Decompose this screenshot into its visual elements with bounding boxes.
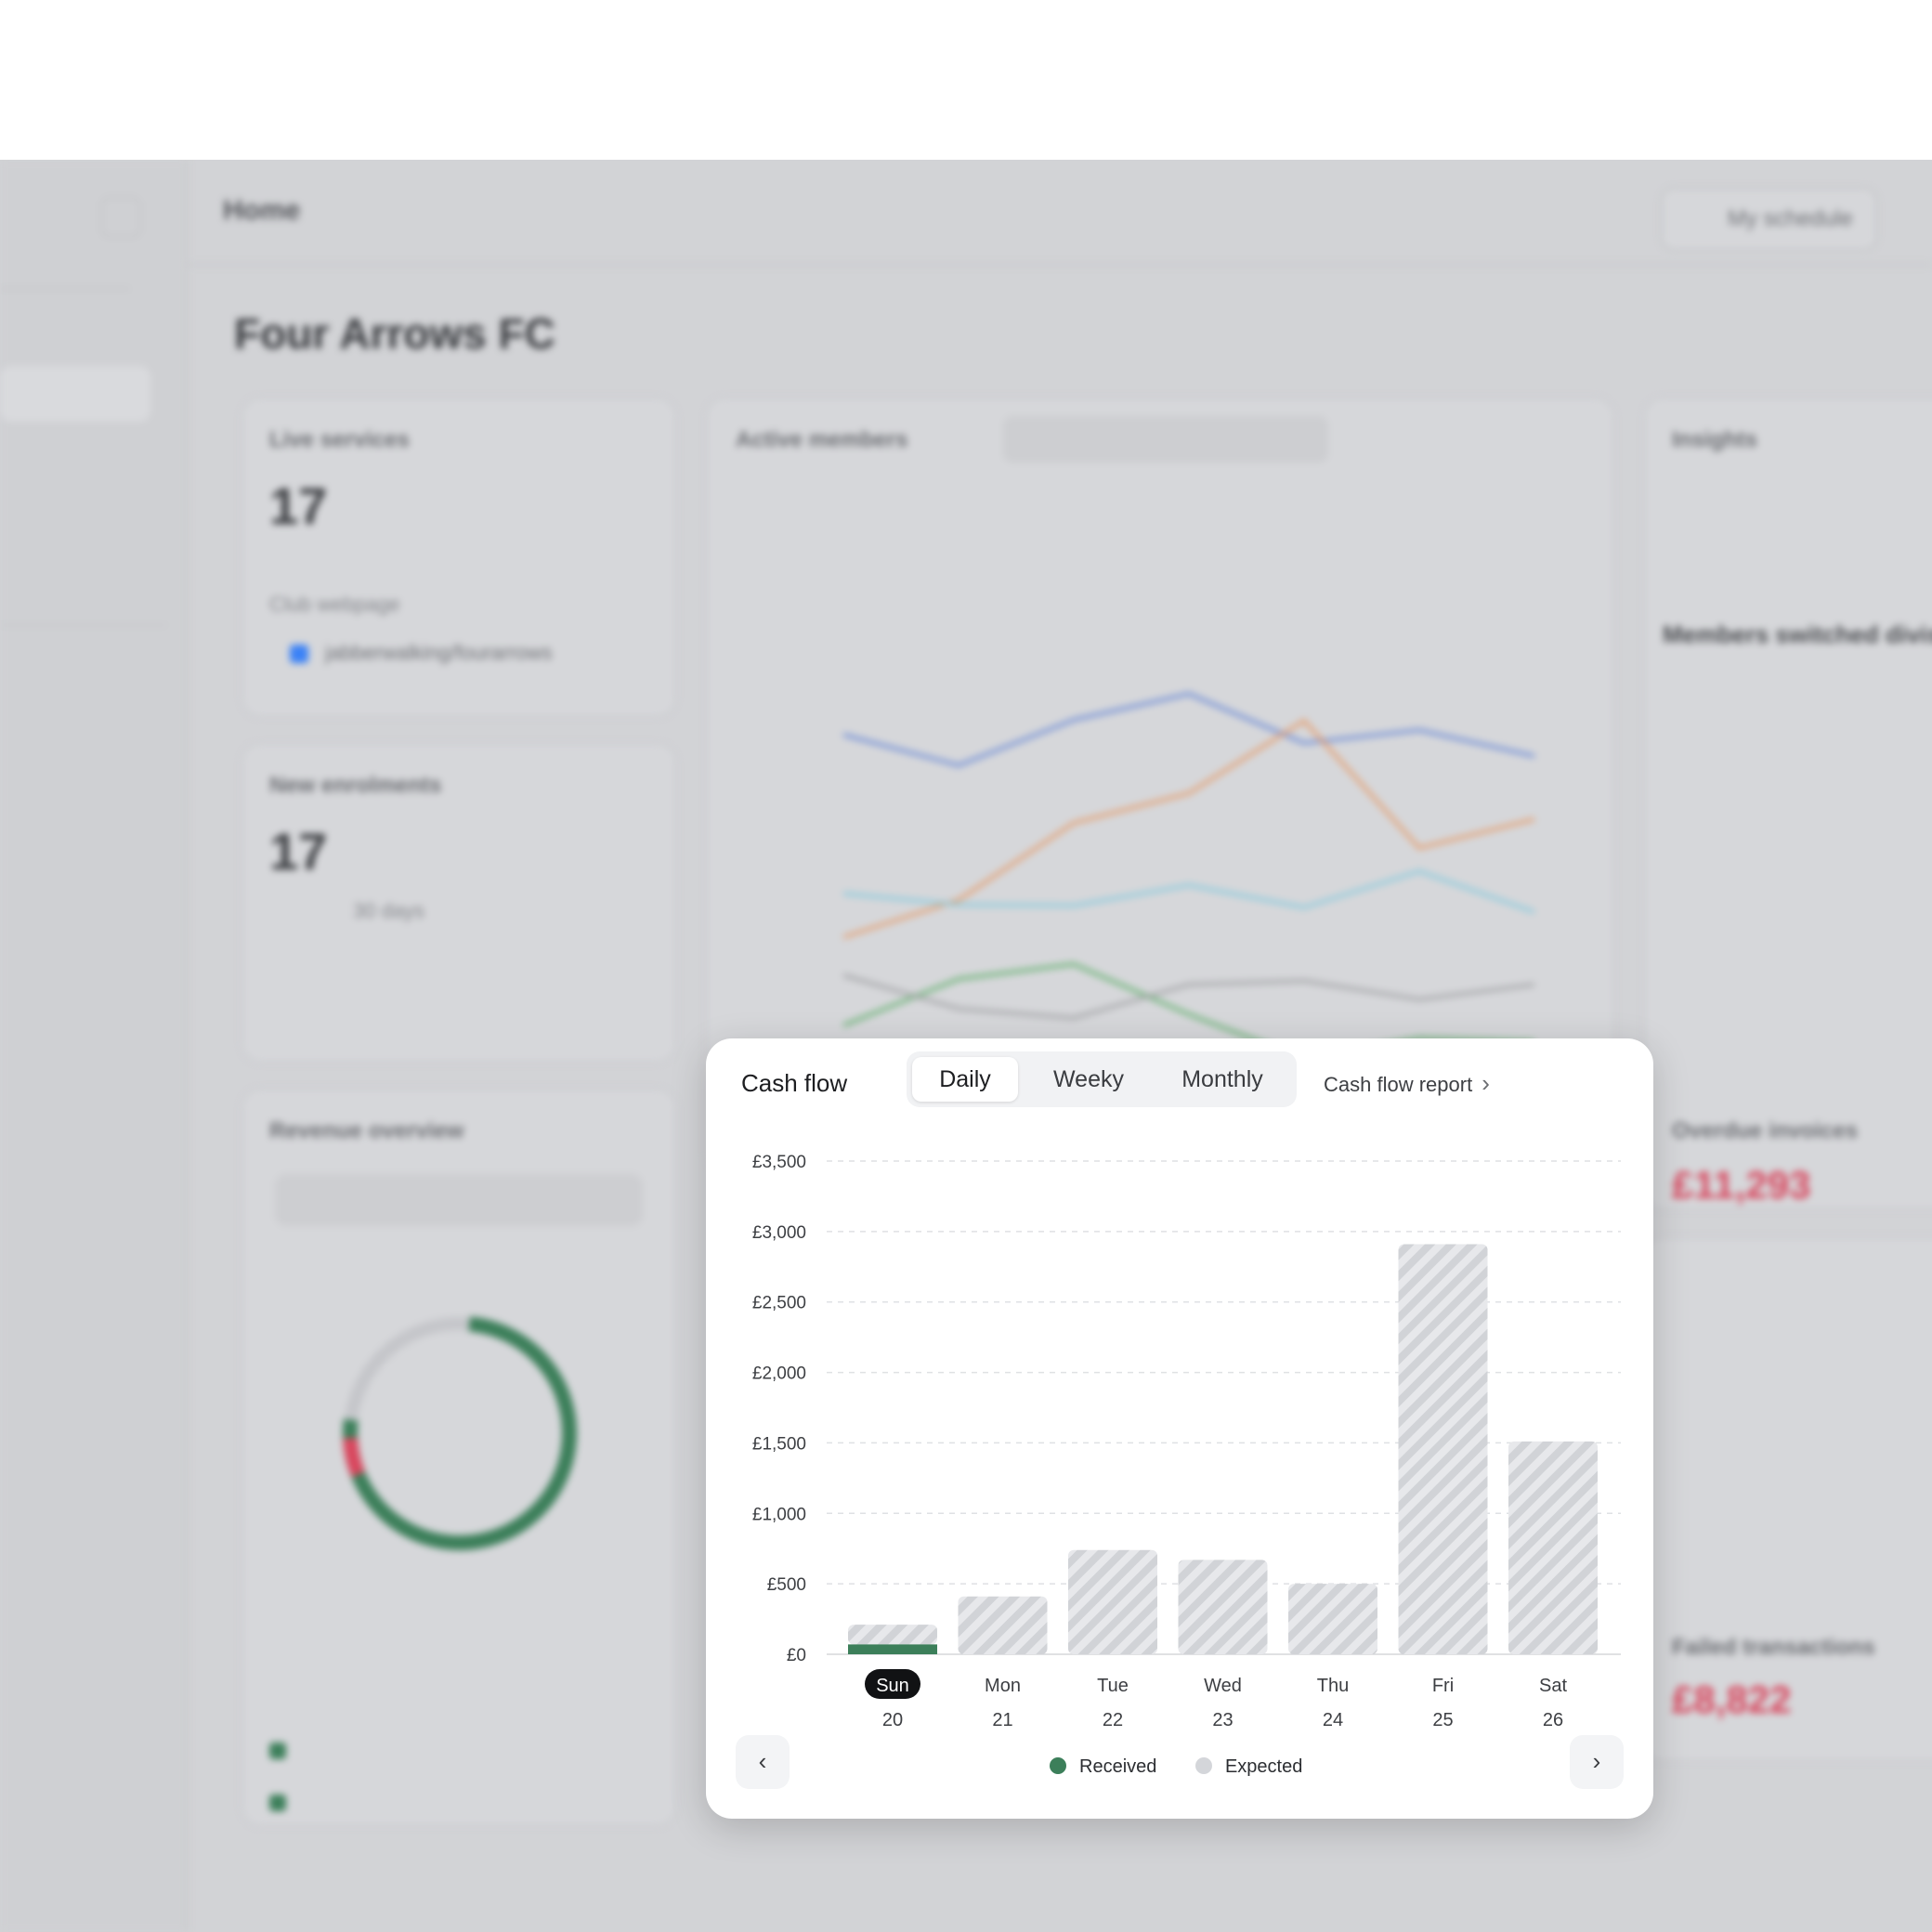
x-weekday-label[interactable]: Sun: [876, 1676, 909, 1696]
chevron-right-icon: ›: [1592, 1747, 1601, 1775]
legend-label-received: Received: [1079, 1756, 1157, 1777]
legend-dot: [269, 1743, 286, 1759]
cash-flow-report-link[interactable]: Cash flow report ›: [1324, 1064, 1490, 1103]
new-enrolments-card: [242, 743, 676, 1063]
x-date-label: 25: [1432, 1710, 1453, 1730]
x-date-label: 23: [1212, 1710, 1233, 1730]
x-date-label: 26: [1543, 1710, 1563, 1730]
x-weekday-label[interactable]: Tue: [1097, 1676, 1129, 1696]
selected-day-highlight: [865, 1669, 920, 1699]
cash-flow-title: Cash flow: [741, 1069, 848, 1097]
x-date-label: 20: [882, 1710, 903, 1730]
live-services-card: [242, 398, 676, 717]
overdue-invoices-title: Overdue invoices: [1672, 1118, 1859, 1143]
y-tick-label: £3,000: [752, 1223, 806, 1243]
page-title: Four Arrows FC: [234, 309, 555, 358]
sidebar-search[interactable]: [0, 288, 130, 290]
x-date-label: 22: [1103, 1710, 1123, 1730]
bar-expected[interactable]: [958, 1596, 1048, 1654]
legend-received: Received: [1050, 1756, 1156, 1778]
failed-transactions-value: £8,822: [1672, 1677, 1792, 1721]
breadcrumb: Home: [223, 195, 301, 226]
revenue-donut: [342, 1316, 577, 1550]
y-tick-label: £2,500: [752, 1294, 806, 1313]
y-tick-label: £0: [787, 1646, 806, 1665]
legend-expected: Expected: [1194, 1756, 1303, 1778]
bar-expected[interactable]: [1398, 1244, 1488, 1654]
live-services-value: 17: [269, 476, 328, 535]
tab-daily[interactable]: Daily: [912, 1057, 1018, 1102]
insights-title: Insights: [1672, 427, 1758, 452]
cash-flow-card: Cash flow Daily Weeky Monthly Cash flow …: [706, 1038, 1653, 1819]
legend-dot-received: [1050, 1757, 1066, 1774]
y-tick-label: £3,500: [752, 1153, 806, 1172]
chevron-left-icon: ‹: [758, 1747, 767, 1775]
period-select[interactable]: 30 days: [353, 899, 425, 922]
cash-flow-report-label: Cash flow report: [1324, 1073, 1473, 1096]
new-enrolments-value: 17: [269, 822, 328, 881]
legend-dot: [269, 1795, 286, 1811]
x-weekday-label[interactable]: Sat: [1539, 1676, 1567, 1696]
division-filter[interactable]: [1003, 416, 1328, 463]
chevron-right-icon: ›: [1482, 1069, 1490, 1097]
bar-expected[interactable]: [1068, 1549, 1157, 1654]
chart-legend: Received Expected: [1050, 1756, 1336, 1788]
club-webpage-link[interactable]: jabberwalking/fourarrows: [325, 641, 553, 664]
insights-card: [1644, 398, 1932, 1209]
tab-weekly[interactable]: Weeky: [1053, 1066, 1124, 1092]
chart-labels: £0 £500 £1,000 £1,500 £2,000 £2,500 £3,000 £3,5…: [752, 1153, 1568, 1730]
revenue-overview-title: Revenue overview: [269, 1118, 464, 1143]
previous-week-button[interactable]: ‹: [736, 1735, 790, 1789]
y-tick-label: £500: [767, 1575, 806, 1595]
x-date-label: 21: [992, 1710, 1012, 1730]
legend-label-expected: Expected: [1224, 1756, 1303, 1777]
failed-transactions-title: Failed transactions: [1672, 1635, 1875, 1660]
chart-bars: [848, 1244, 1598, 1654]
bar-expected[interactable]: [1288, 1584, 1377, 1654]
sidebar-item-active[interactable]: [0, 366, 150, 422]
bar-expected[interactable]: [1178, 1560, 1268, 1654]
top-bar: [186, 160, 1932, 266]
legend-dot-expected: [1194, 1757, 1212, 1774]
new-enrolments-title: New enrolments: [269, 773, 442, 798]
bar-expected[interactable]: [848, 1625, 937, 1645]
x-weekday-label[interactable]: Fri: [1432, 1676, 1454, 1696]
x-date-label: 24: [1323, 1710, 1343, 1730]
sidebar-toggle-icon[interactable]: [100, 197, 141, 238]
active-members-title: Active members: [736, 427, 908, 452]
x-weekday-label[interactable]: Thu: [1317, 1676, 1349, 1696]
revenue-tabs[interactable]: [275, 1174, 643, 1226]
next-week-button[interactable]: ›: [1570, 1735, 1624, 1789]
y-tick-label: £1,500: [752, 1434, 806, 1454]
sidebar: [0, 160, 188, 1932]
y-tick-label: £2,000: [752, 1364, 806, 1384]
live-services-title: Live services: [269, 427, 410, 452]
overdue-invoices-value: £11,293: [1672, 1163, 1811, 1207]
bar-received[interactable]: [848, 1644, 937, 1654]
bar-expected[interactable]: [1508, 1441, 1598, 1654]
period-tabs: Daily Weeky Monthly: [907, 1051, 1297, 1107]
x-weekday-label[interactable]: Wed: [1204, 1676, 1242, 1696]
club-webpage-label: Club webpage: [269, 593, 400, 616]
web-icon: [290, 645, 308, 663]
x-weekday-label[interactable]: Mon: [985, 1676, 1021, 1696]
insight-headline: Members switched divisions: [1663, 620, 1932, 648]
y-tick-label: £1,000: [752, 1505, 806, 1524]
overdue-invoices-card: [1644, 1237, 1932, 1761]
cash-flow-chart: £0 £500 £1,000 £1,500 £2,000 £2,500 £3,000 £3,5…: [752, 1153, 1621, 1730]
sidebar-divider: [0, 624, 167, 626]
tab-monthly[interactable]: Monthly: [1181, 1066, 1263, 1092]
my-schedule-button[interactable]: My schedule: [1661, 188, 1877, 251]
